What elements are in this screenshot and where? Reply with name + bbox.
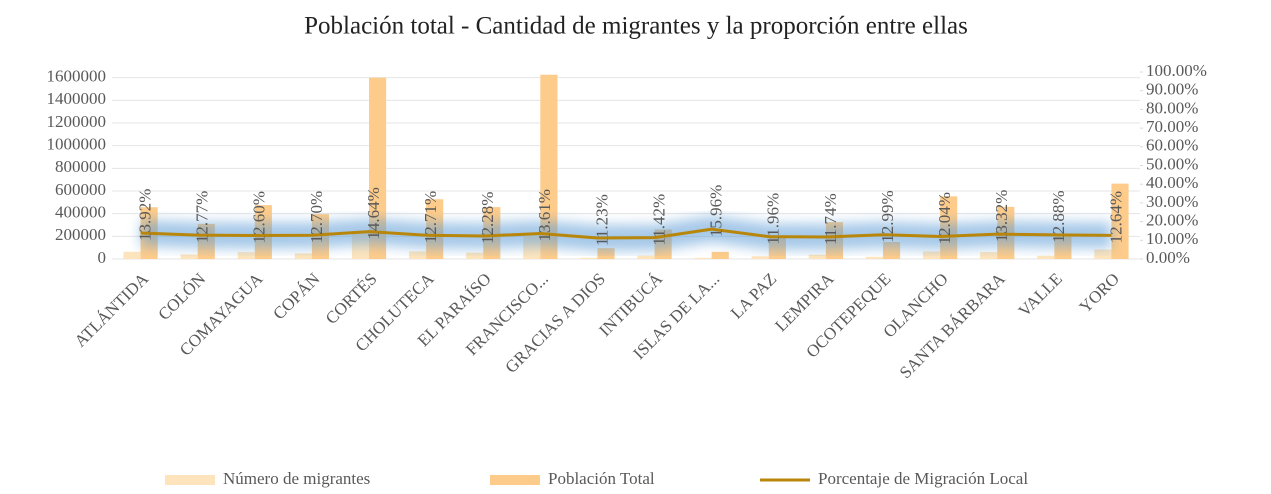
x-tick-label: ATLÁNTIDA — [71, 269, 153, 351]
y2-tick-label: 90.00% — [1146, 80, 1198, 99]
x-tick-label: GRACIAS A DIOS — [501, 269, 609, 377]
bar — [711, 251, 729, 259]
y2-tick-label: 80.00% — [1146, 98, 1198, 117]
data-label: 11.74% — [821, 193, 840, 245]
y2-tick-label: 10.00% — [1146, 229, 1198, 248]
data-label: 13.32% — [992, 190, 1011, 242]
y2-tick-label: 20.00% — [1146, 211, 1198, 230]
data-label: 14.64% — [364, 187, 383, 239]
y-tick-label: 1400000 — [47, 89, 107, 108]
bar — [237, 252, 255, 259]
data-label: 12.04% — [935, 192, 954, 244]
y-tick-label: 600000 — [55, 180, 106, 199]
bar — [294, 253, 312, 259]
data-label: 11.23% — [592, 194, 611, 246]
data-label: 13.92% — [135, 189, 154, 241]
bar — [597, 248, 615, 259]
data-label: 13.61% — [535, 189, 554, 241]
y-tick-label: 1000000 — [47, 135, 107, 154]
bar — [808, 254, 826, 259]
x-tick-label: YORO — [1076, 269, 1123, 316]
data-label: 12.88% — [1049, 190, 1068, 242]
bar — [466, 252, 484, 259]
x-tick-label: CORTÉS — [322, 269, 381, 328]
data-label: 12.77% — [193, 191, 212, 243]
y2-tick-label: 70.00% — [1146, 117, 1198, 136]
bar — [865, 256, 883, 259]
legend-label: Población Total — [548, 469, 655, 488]
legend-swatch — [490, 475, 540, 485]
y2-tick-label: 60.00% — [1146, 136, 1198, 155]
data-label: 12.99% — [878, 190, 897, 242]
bar — [980, 252, 998, 259]
data-label: 12.60% — [250, 191, 269, 243]
y-tick-label: 200000 — [55, 225, 106, 244]
chart-title: Población total - Cantidad de migrantes … — [304, 13, 968, 40]
bar — [1094, 249, 1112, 259]
legend-label: Porcentaje de Migración Local — [818, 469, 1028, 488]
x-tick-label: COPÁN — [269, 269, 323, 323]
bar — [694, 257, 712, 259]
y2-tick-label: 100.00% — [1146, 61, 1207, 80]
y-tick-label: 0 — [98, 248, 107, 267]
y2-tick-label: 30.00% — [1146, 192, 1198, 211]
y2-tick-label: 40.00% — [1146, 173, 1198, 192]
data-label: 12.28% — [478, 192, 497, 244]
x-tick-label: COLÓN — [154, 269, 209, 324]
line — [140, 227, 1112, 240]
bar — [1111, 183, 1129, 259]
x-tick-label: VALLE — [1015, 269, 1066, 320]
legend-label: Número de migrantes — [223, 469, 370, 488]
data-label: 11.96% — [764, 193, 783, 245]
y-tick-label: 1600000 — [47, 67, 107, 86]
bar — [123, 251, 141, 259]
bar — [751, 256, 769, 259]
bar — [369, 77, 387, 260]
y2-tick-label: 50.00% — [1146, 154, 1198, 173]
data-label: 12.71% — [421, 191, 440, 243]
data-label: 11.42% — [649, 194, 668, 246]
x-tick-label: SANTA BÁRBARA — [896, 269, 1010, 383]
bar — [922, 251, 941, 259]
bar — [637, 255, 655, 259]
bar — [580, 257, 598, 259]
data-label: 15.96% — [707, 185, 726, 237]
legend-swatch — [165, 475, 215, 485]
y-tick-label: 1200000 — [47, 112, 107, 131]
bar — [1037, 255, 1055, 259]
data-label: 12.70% — [307, 191, 326, 243]
data-label: 12.64% — [1106, 191, 1125, 243]
bar — [408, 251, 427, 259]
y-tick-label: 400000 — [55, 203, 106, 222]
y-tick-label: 800000 — [55, 157, 106, 176]
bar — [180, 254, 198, 259]
y2-tick-label: 0.00% — [1146, 248, 1190, 267]
bar — [540, 74, 558, 259]
x-tick-label: LA PAZ — [727, 269, 780, 322]
